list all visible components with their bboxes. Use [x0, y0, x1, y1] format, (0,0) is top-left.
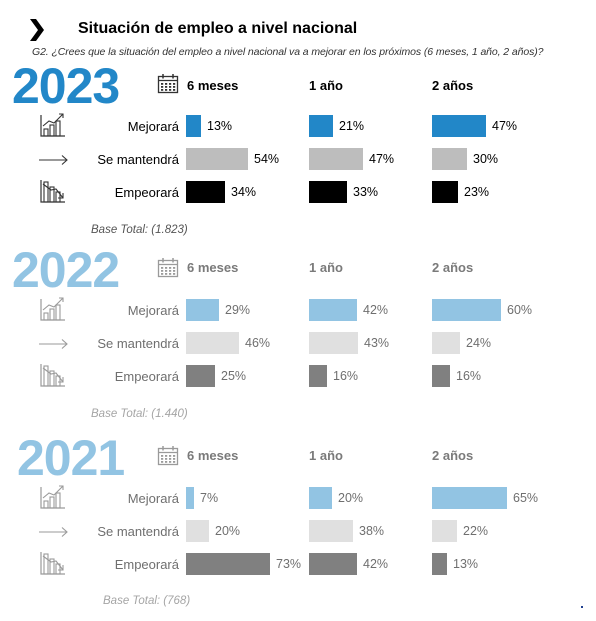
bar [186, 299, 219, 321]
data-label: 38% [359, 524, 385, 538]
bar [432, 553, 447, 575]
data-label: 33% [353, 185, 379, 199]
bar [186, 365, 215, 387]
data-label: 42% [363, 303, 389, 317]
data-label: 16% [333, 369, 359, 383]
bar [309, 553, 357, 575]
row-label: Se mantendrá [97, 152, 179, 167]
chevron-right-icon [30, 19, 44, 41]
chart-down-icon [40, 364, 65, 387]
bar [186, 148, 248, 170]
data-label: 20% [215, 524, 241, 538]
data-label: 60% [507, 303, 533, 317]
year-label: 2023 [12, 58, 120, 114]
page-subtitle: G2. ¿Crees que la situación del empleo a… [32, 46, 544, 58]
period-header: 1 año [309, 78, 343, 93]
period-header: 2 años [432, 448, 474, 463]
bar [186, 181, 225, 203]
bar [432, 148, 467, 170]
row-label: Se mantendrá [97, 336, 179, 351]
calendar-icon [157, 446, 179, 466]
data-label: 42% [363, 557, 389, 571]
period-header: 6 meses [187, 78, 239, 93]
period-header: 1 año [309, 448, 343, 463]
data-label: 47% [492, 119, 518, 133]
bar [432, 520, 457, 542]
data-label: 23% [464, 185, 490, 199]
bar [309, 487, 332, 509]
year-label: 2021 [17, 430, 125, 486]
period-header: 6 meses [187, 448, 239, 463]
data-label: 20% [338, 491, 364, 505]
base-total: Base Total: (768) [103, 595, 191, 607]
data-label: 13% [207, 119, 233, 133]
bar [309, 299, 357, 321]
chart-down-icon [40, 180, 65, 203]
period-header: 6 meses [187, 260, 239, 275]
data-label: 46% [245, 336, 271, 350]
page-title: Situación de empleo a nivel nacional [78, 20, 358, 37]
data-label: 16% [456, 369, 482, 383]
chart-up-icon [40, 485, 65, 509]
data-label: 34% [231, 185, 257, 199]
data-label: 54% [254, 152, 280, 166]
period-header: 2 años [432, 260, 474, 275]
row-label: Empeorará [114, 557, 179, 572]
arrow-right-icon [39, 527, 68, 537]
bar [309, 520, 353, 542]
data-label: 25% [221, 369, 247, 383]
bar [186, 115, 201, 137]
period-header: 2 años [432, 78, 474, 93]
row-label: Empeorará [114, 185, 179, 200]
corner-dot [581, 606, 583, 608]
data-label: 29% [225, 303, 251, 317]
bar [309, 332, 358, 354]
bar [432, 487, 507, 509]
calendar-icon [157, 258, 179, 278]
data-label: 13% [453, 557, 479, 571]
chart-up-icon [40, 297, 65, 321]
bar [432, 115, 486, 137]
bar [186, 332, 239, 354]
bar [309, 115, 333, 137]
row-label: Mejorará [127, 119, 179, 134]
year-label: 2022 [12, 242, 120, 298]
row-label: Se mantendrá [97, 524, 179, 539]
data-label: 43% [364, 336, 390, 350]
data-label: 30% [473, 152, 499, 166]
bar [186, 487, 194, 509]
bar [432, 181, 458, 203]
chart-up-icon [40, 113, 65, 137]
bar [309, 181, 347, 203]
bar [309, 365, 327, 387]
data-label: 65% [513, 491, 539, 505]
calendar-icon [157, 74, 179, 94]
data-label: 24% [466, 336, 492, 350]
bar [432, 365, 450, 387]
data-label: 73% [276, 557, 302, 571]
data-label: 7% [200, 491, 219, 505]
bar [186, 520, 209, 542]
period-header: 1 año [309, 260, 343, 275]
data-label: 47% [369, 152, 395, 166]
data-label: 21% [339, 119, 365, 133]
row-label: Mejorará [127, 303, 179, 318]
bar [186, 553, 270, 575]
arrow-right-icon [39, 155, 68, 165]
bar [432, 332, 460, 354]
base-total: Base Total: (1.823) [91, 224, 188, 236]
row-label: Empeorará [114, 369, 179, 384]
row-label: Mejorará [127, 491, 179, 506]
bar [309, 148, 363, 170]
chart-down-icon [40, 552, 65, 575]
data-label: 22% [463, 524, 489, 538]
bar [432, 299, 501, 321]
base-total: Base Total: (1.440) [91, 408, 188, 420]
arrow-right-icon [39, 339, 68, 349]
